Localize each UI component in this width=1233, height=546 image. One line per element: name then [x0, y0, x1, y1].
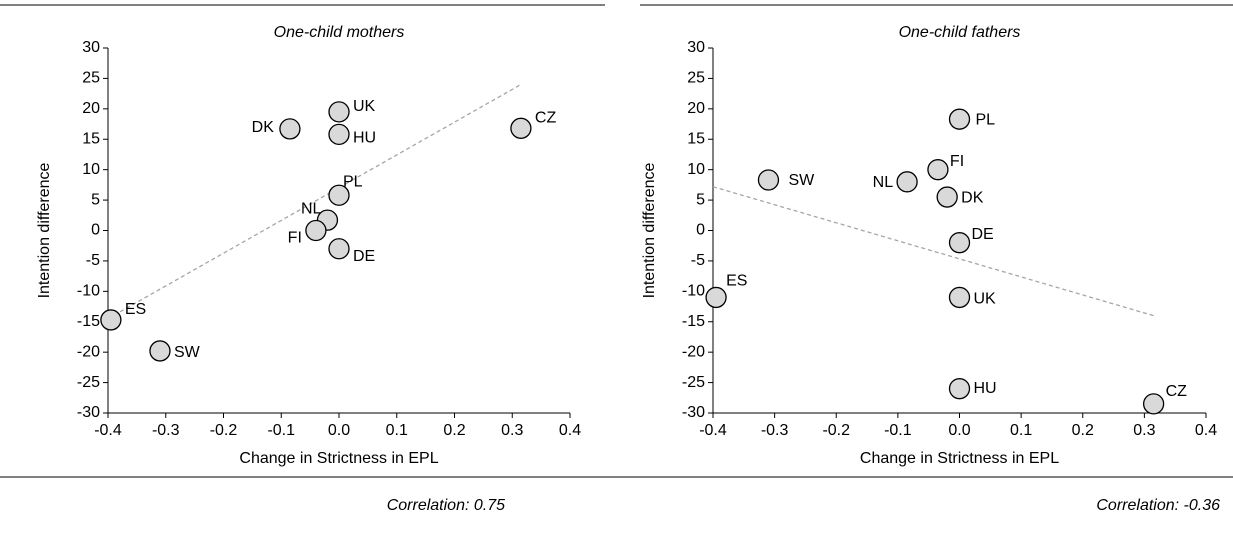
- y-tick-label: 10: [687, 161, 705, 178]
- point: [328, 238, 350, 260]
- point-label: CZ: [535, 110, 557, 127]
- y-tick-label: 25: [687, 70, 705, 87]
- point: [927, 159, 949, 181]
- x-tick-label: 0.3: [501, 422, 523, 439]
- y-axis-label: Intention difference: [36, 163, 53, 299]
- point-label: DE: [353, 248, 375, 265]
- point: [328, 184, 350, 206]
- point: [948, 232, 971, 254]
- point-label: NL: [873, 174, 894, 191]
- chart-title: One-child mothers: [274, 24, 405, 41]
- x-tick-label: 0.4: [1195, 422, 1217, 439]
- point: [149, 340, 171, 362]
- point: [328, 101, 350, 123]
- y-tick-label: 25: [82, 70, 100, 87]
- point-label: DE: [972, 226, 994, 243]
- chart-title: One-child fathers: [899, 24, 1021, 41]
- x-tick-label: -0.4: [94, 422, 122, 439]
- y-tick-label: -30: [682, 404, 705, 421]
- trendline: [107, 83, 522, 320]
- point-label: PL: [343, 173, 363, 190]
- point-label: DK: [252, 119, 275, 136]
- point: [100, 309, 122, 331]
- x-tick-label: 0.1: [1010, 422, 1032, 439]
- x-axis-label: Change in Strictness in EPL: [239, 450, 438, 467]
- point: [328, 123, 350, 146]
- point-label: SW: [788, 172, 815, 189]
- point: [948, 286, 971, 309]
- point: [510, 117, 532, 139]
- x-tick-label: -0.2: [822, 422, 850, 439]
- y-tick-label: 30: [687, 39, 705, 56]
- y-tick-label: -15: [682, 313, 705, 330]
- x-tick-label: -0.2: [210, 422, 238, 439]
- point-label: FI: [288, 230, 302, 247]
- point-label: ES: [726, 273, 747, 290]
- y-tick-label: -10: [77, 283, 100, 300]
- point-label: HU: [974, 380, 997, 397]
- annotation: Correlation: 0.75: [387, 497, 505, 514]
- y-tick-label: 15: [687, 130, 705, 147]
- point-label: DK: [961, 189, 984, 206]
- point-label: HU: [353, 130, 376, 147]
- y-axis-label: Intention difference: [641, 163, 658, 299]
- x-tick-label: 0.2: [1072, 422, 1094, 439]
- point: [705, 286, 727, 309]
- y-tick-label: 30: [82, 39, 100, 56]
- point: [279, 118, 301, 140]
- y-tick-label: 0: [91, 222, 100, 239]
- x-tick-label: -0.4: [699, 422, 727, 439]
- point-label: ES: [125, 301, 146, 318]
- y-tick-label: 0: [696, 222, 705, 239]
- y-tick-label: -25: [77, 374, 100, 391]
- x-tick-label: 0.3: [1133, 422, 1155, 439]
- x-axis-label: Change in Strictness in EPL: [860, 450, 1059, 467]
- x-tick-label: -0.1: [884, 422, 912, 439]
- trendline: [712, 186, 1154, 317]
- x-tick-label: 0.2: [443, 422, 465, 439]
- y-tick-label: -25: [682, 374, 705, 391]
- y-tick-label: 20: [687, 100, 705, 117]
- y-tick-label: -20: [682, 343, 705, 360]
- y-tick-label: -20: [77, 343, 100, 360]
- x-tick-label: -0.3: [152, 422, 180, 439]
- point: [896, 171, 918, 193]
- y-tick-label: -15: [77, 313, 100, 330]
- x-tick-label: -0.3: [761, 422, 789, 439]
- point: [948, 378, 971, 400]
- y-tick-label: 5: [696, 191, 705, 208]
- y-tick-label: -30: [77, 404, 100, 421]
- x-tick-label: 0.1: [386, 422, 408, 439]
- y-tick-label: 10: [82, 161, 100, 178]
- y-tick-label: 20: [82, 100, 100, 117]
- x-tick-label: 0.4: [559, 422, 581, 439]
- point-label: UK: [974, 291, 997, 308]
- x-tick-label: 0.0: [328, 422, 350, 439]
- x-tick-label: -0.1: [267, 422, 295, 439]
- point: [936, 186, 958, 208]
- y-tick-label: -5: [691, 252, 705, 269]
- point: [757, 169, 780, 191]
- y-tick-label: 5: [91, 191, 100, 208]
- point-label: UK: [353, 98, 376, 115]
- point-label: FI: [950, 153, 964, 170]
- y-tick-label: -10: [682, 283, 705, 300]
- annotation: Correlation: -0.36: [1096, 497, 1220, 514]
- point-label: SW: [174, 344, 201, 361]
- point-label: NL: [301, 200, 322, 217]
- y-tick-label: -5: [86, 252, 100, 269]
- y-tick-label: 15: [82, 130, 100, 147]
- point: [1142, 393, 1165, 415]
- point: [948, 108, 971, 130]
- point-label: CZ: [1166, 383, 1188, 400]
- point-label: PL: [976, 111, 996, 128]
- x-tick-label: 0.0: [948, 422, 970, 439]
- point: [305, 219, 327, 242]
